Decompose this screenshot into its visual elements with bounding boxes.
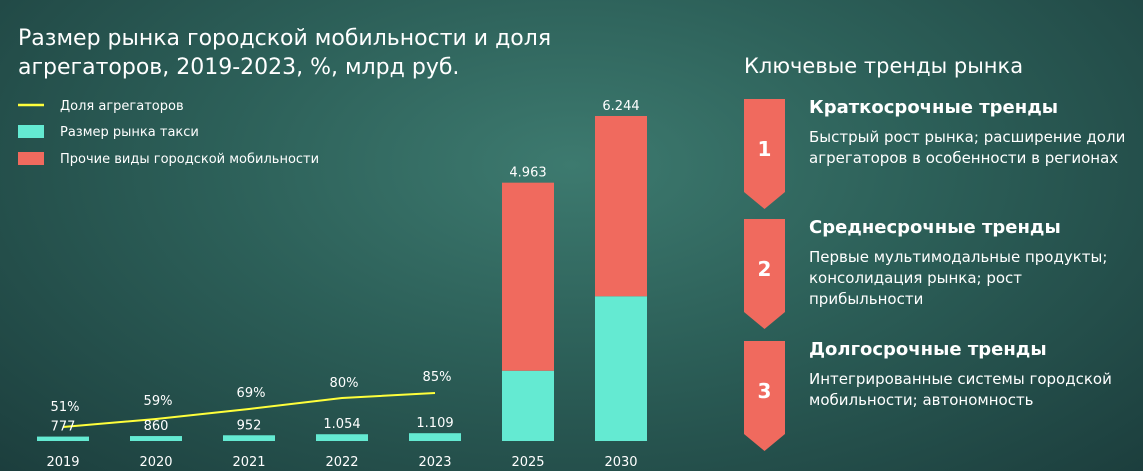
bar-taxi-2022 — [316, 434, 368, 441]
trend-item-long-term: 3 Долгосрочные тренды Интегрированные си… — [744, 339, 1143, 451]
legend-swatch-other — [18, 152, 44, 165]
bar-taxi-2030 — [595, 296, 647, 441]
x-tick-2025: 2025 — [511, 455, 544, 470]
trend-badge — [744, 219, 785, 329]
legend: Доля агрегаторов Размер рынка такси Проч… — [18, 99, 319, 167]
trends-title: Ключевые тренды рынка — [744, 54, 1024, 78]
bar-other-2025 — [502, 182, 554, 371]
x-tick-2020: 2020 — [139, 455, 172, 470]
share-label-2020: 59% — [144, 394, 173, 409]
trend-item-short-term: 1 Краткосрочные тренды Быстрый рост рынк… — [744, 97, 1143, 209]
share-label-2021: 69% — [237, 386, 266, 401]
bar-taxi-2025 — [502, 370, 554, 441]
legend-label-other: Прочие виды городской мобильности — [60, 152, 319, 167]
chart-title: Размер рынка городской мобильности и дол… — [18, 24, 578, 82]
trend-badge — [744, 341, 785, 451]
legend-label-share: Доля агрегаторов — [60, 99, 184, 114]
trend-item-mid-term: 2 Среднесрочные тренды Первые мультимода… — [744, 217, 1143, 329]
trend-title: Среднесрочные тренды — [809, 217, 1061, 238]
share-line — [62, 392, 436, 428]
bar-taxi-2020 — [130, 436, 182, 441]
bar-taxi-2019 — [37, 436, 89, 441]
bar-taxi-2023 — [409, 433, 461, 441]
legend-swatch-taxi — [18, 125, 44, 138]
trend-description: Первые мультимодальные продукты; консоли… — [809, 248, 1108, 308]
trend-title: Краткосрочные тренды — [809, 97, 1059, 118]
chart-title-line-2: агрегаторов, 2019-2023, %, млрд руб. — [18, 55, 460, 80]
total-label-2023: 1.109 — [416, 416, 453, 431]
trend-number: 2 — [757, 257, 772, 281]
bar-taxi-2021 — [223, 435, 275, 441]
total-label-2019: 777 — [51, 420, 76, 435]
labels-layer: 777 2019 860 2020 952 2021 1.054 2022 1.109 2023 4… — [46, 99, 639, 470]
trend-number: 3 — [757, 379, 772, 403]
share-label-2023: 85% — [423, 370, 452, 385]
total-label-2021: 952 — [237, 418, 262, 433]
bars-layer — [37, 116, 647, 441]
x-tick-2019: 2019 — [46, 455, 79, 470]
bar-other-2030 — [595, 116, 647, 297]
share-label-2022: 80% — [330, 376, 359, 391]
market-size-chart: Доля агрегаторов Размер рынка такси Проч… — [18, 99, 647, 470]
total-label-2025: 4.963 — [509, 166, 546, 181]
x-tick-2030: 2030 — [604, 455, 637, 470]
share-line-layer — [62, 392, 436, 428]
trend-number: 1 — [757, 137, 772, 161]
trend-description: Интегрированные системы городской мобиль… — [809, 370, 1112, 409]
share-label-2019: 51% — [51, 400, 80, 415]
trends-panel: Ключевые тренды рынка 1 Краткосрочные тр… — [744, 0, 1143, 471]
chart-title-line-1: Размер рынка городской мобильности и дол… — [18, 26, 552, 51]
trend-badge — [744, 99, 785, 209]
trend-description: Быстрый рост рынка; расширение доли агре… — [809, 128, 1126, 167]
legend-label-taxi: Размер рынка такси — [60, 125, 199, 140]
x-tick-2023: 2023 — [418, 455, 451, 470]
total-label-2020: 860 — [144, 419, 169, 434]
x-tick-2021: 2021 — [232, 455, 265, 470]
x-tick-2022: 2022 — [325, 455, 358, 470]
total-label-2022: 1.054 — [323, 417, 360, 432]
total-label-2030: 6.244 — [602, 99, 639, 114]
trend-title: Долгосрочные тренды — [809, 339, 1047, 360]
